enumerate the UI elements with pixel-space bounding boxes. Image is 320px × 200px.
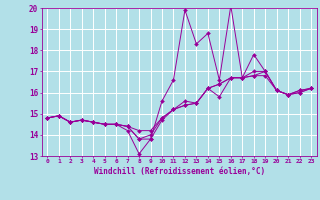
X-axis label: Windchill (Refroidissement éolien,°C): Windchill (Refroidissement éolien,°C): [94, 167, 265, 176]
